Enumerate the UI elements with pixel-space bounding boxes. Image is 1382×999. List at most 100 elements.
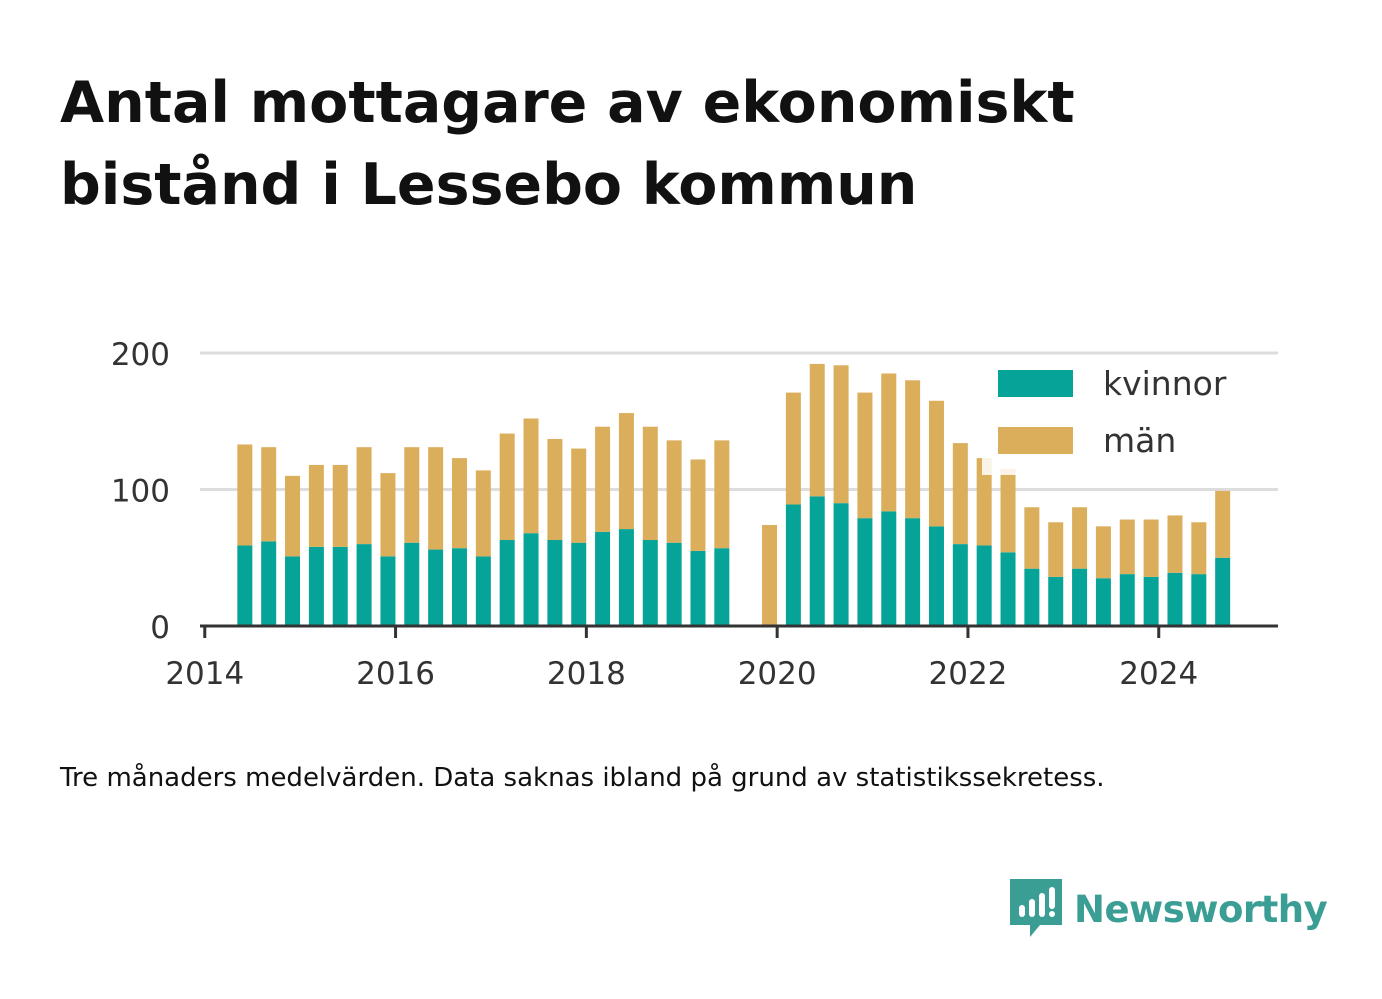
bar-segment-man bbox=[356, 447, 372, 545]
bar-segment-kvinnor bbox=[475, 556, 491, 626]
bar-segment-man bbox=[809, 363, 825, 497]
bar-segment-man bbox=[523, 418, 539, 534]
newsworthy-logo-icon bbox=[1010, 879, 1062, 937]
bar-segment-man bbox=[237, 444, 253, 546]
bar-segment-kvinnor bbox=[1000, 552, 1016, 626]
bar-segment-kvinnor bbox=[690, 550, 706, 626]
bar-segment-man bbox=[762, 524, 778, 626]
bar-segment-kvinnor bbox=[404, 542, 420, 626]
bar-segment-kvinnor bbox=[857, 518, 873, 626]
bar-segment-kvinnor bbox=[1119, 574, 1135, 626]
bar-segment-man bbox=[881, 373, 897, 512]
bar-segment-kvinnor bbox=[928, 526, 944, 626]
bar-segment-kvinnor bbox=[571, 542, 587, 626]
grid-lines bbox=[200, 351, 1278, 491]
bar-segment-kvinnor bbox=[499, 540, 515, 626]
bar-segment-kvinnor bbox=[285, 556, 301, 626]
brand-logo[interactable]: Newsworthy bbox=[1010, 878, 1328, 940]
bar-segment-kvinnor bbox=[952, 544, 968, 626]
bar-segment-kvinnor bbox=[905, 518, 921, 626]
y-tick-label: 200 bbox=[111, 337, 170, 373]
bar-segment-man bbox=[714, 440, 730, 549]
bar-segment-man bbox=[1024, 507, 1040, 569]
bar-segment-man bbox=[833, 365, 849, 504]
bar-segment-kvinnor bbox=[428, 549, 444, 626]
bar-segment-man bbox=[1143, 519, 1159, 577]
bar-segment-man bbox=[285, 475, 301, 557]
chart-footnote: Tre månaders medelvärden. Data saknas ib… bbox=[60, 763, 1105, 793]
chart-title: Antal mottagare av ekonomiskt bistånd i … bbox=[60, 62, 1260, 226]
bar-segment-kvinnor bbox=[666, 542, 682, 626]
bar-segment-kvinnor bbox=[1191, 574, 1207, 626]
bar-segment-man bbox=[1000, 469, 1016, 553]
x-tick-label: 2016 bbox=[356, 656, 435, 692]
bar-segment-man bbox=[451, 458, 467, 549]
bar-segment-kvinnor bbox=[976, 545, 992, 626]
bar-segment-man bbox=[785, 392, 801, 505]
legend-label: kvinnor bbox=[1103, 364, 1227, 403]
bar-segment-kvinnor bbox=[785, 504, 801, 626]
axes: 0 100 200 2014 2016 2018 2020 2022 2024 bbox=[111, 337, 1278, 692]
bar-segment-kvinnor bbox=[237, 545, 253, 626]
bar-segment-kvinnor bbox=[332, 546, 348, 626]
bar-segment-man bbox=[547, 438, 563, 541]
chart-title-line-2: bistånd i Lessebo kommun bbox=[60, 152, 918, 218]
bar-segment-kvinnor bbox=[833, 503, 849, 626]
bar-segment-man bbox=[1119, 519, 1135, 575]
bar-segment-man bbox=[666, 440, 682, 543]
y-tick-label: 0 bbox=[150, 610, 170, 646]
bar-segment-kvinnor bbox=[618, 529, 634, 626]
bar-segment-kvinnor bbox=[642, 540, 658, 626]
bar-segment-man bbox=[571, 448, 587, 543]
legend-label: män bbox=[1103, 421, 1176, 460]
bar-segment-man bbox=[690, 459, 706, 551]
bar-segment-man bbox=[1072, 507, 1088, 569]
bar-segment-kvinnor bbox=[523, 533, 539, 626]
bar-segment-man bbox=[1215, 490, 1231, 558]
bar-segment-kvinnor bbox=[547, 540, 563, 626]
bar-segment-man bbox=[857, 392, 873, 519]
bar-segment-kvinnor bbox=[451, 548, 467, 626]
x-tick-label: 2014 bbox=[165, 656, 244, 692]
y-tick-label: 100 bbox=[111, 474, 170, 510]
bar-segment-kvinnor bbox=[1167, 572, 1183, 626]
bar-segment-kvinnor bbox=[1095, 578, 1111, 626]
chart-title-line-1: Antal mottagare av ekonomiskt bbox=[60, 70, 1075, 136]
bar-segment-kvinnor bbox=[714, 548, 730, 626]
bar-segment-kvinnor bbox=[595, 531, 611, 626]
bar-segment-kvinnor bbox=[261, 541, 277, 626]
bar-segment-man bbox=[428, 447, 444, 550]
bar-segment-kvinnor bbox=[380, 556, 396, 626]
bar-segment-kvinnor bbox=[308, 546, 324, 626]
legend: kvinnor män bbox=[982, 357, 1248, 475]
bar-segment-kvinnor bbox=[881, 511, 897, 626]
bar-segment-man bbox=[308, 464, 324, 547]
bar-segment-man bbox=[1095, 526, 1111, 579]
legend-swatch bbox=[998, 370, 1073, 397]
stacked-bar-chart: 0 100 200 2014 2016 2018 2020 2022 2024 kvinnor m… bbox=[111, 337, 1278, 692]
bar-segment-man bbox=[1048, 522, 1064, 577]
bar-segment-man bbox=[618, 413, 634, 530]
x-tick-label: 2024 bbox=[1119, 656, 1198, 692]
bar-segment-man bbox=[261, 447, 277, 542]
bar-segment-man bbox=[499, 433, 515, 541]
bar-segment-man bbox=[1191, 522, 1207, 575]
bar-segment-kvinnor bbox=[1024, 568, 1040, 626]
bar-segment-man bbox=[1167, 515, 1183, 573]
bar-segment-kvinnor bbox=[1215, 557, 1231, 626]
legend-swatch bbox=[998, 427, 1073, 454]
bar-segment-man bbox=[595, 426, 611, 532]
bar-segment-man bbox=[642, 426, 658, 541]
x-tick-label: 2018 bbox=[547, 656, 626, 692]
bar-series bbox=[237, 363, 1231, 626]
bar-segment-man bbox=[332, 464, 348, 547]
bar-segment-kvinnor bbox=[1048, 576, 1064, 626]
brand-name: Newsworthy bbox=[1074, 887, 1328, 931]
bar-segment-man bbox=[952, 443, 968, 545]
bar-segment-kvinnor bbox=[356, 544, 372, 626]
bar-segment-man bbox=[475, 470, 491, 557]
bar-segment-man bbox=[380, 473, 396, 557]
bar-segment-man bbox=[928, 400, 944, 527]
bar-segment-kvinnor bbox=[1072, 568, 1088, 626]
bar-segment-kvinnor bbox=[809, 496, 825, 626]
